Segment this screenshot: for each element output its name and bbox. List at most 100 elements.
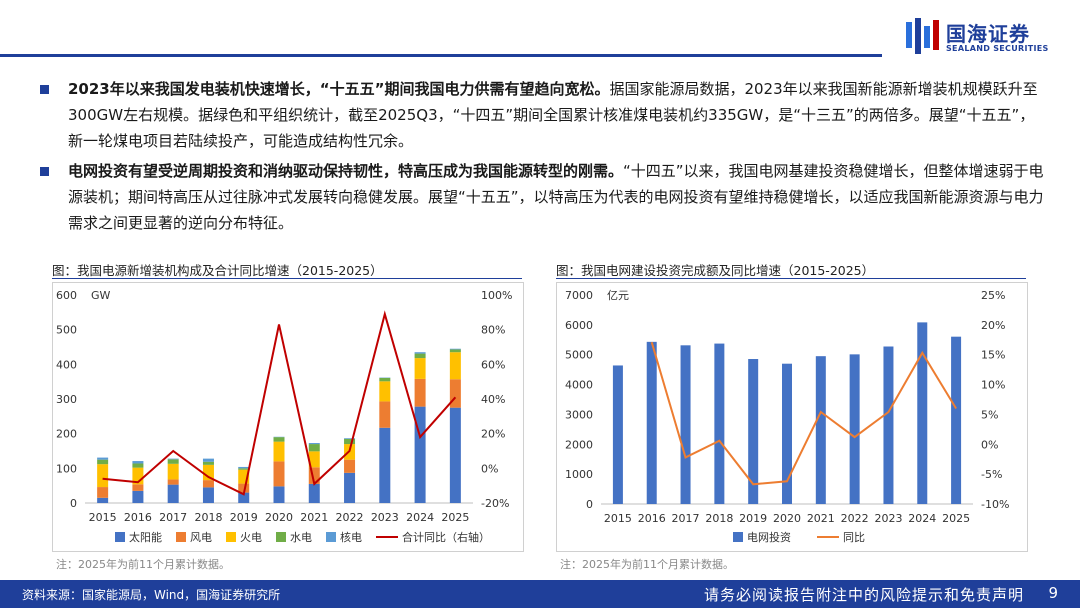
right-chart-frame: 0 1000 2000 3000 4000 5000 6000 7000 -10% -5% 0% 5%… bbox=[556, 282, 1028, 552]
bar-太阳能 bbox=[238, 492, 250, 503]
bar-电网投资 bbox=[680, 345, 691, 504]
header-rule bbox=[0, 54, 882, 57]
bar-电网投资 bbox=[748, 359, 759, 504]
y2-tick-label: -5% bbox=[981, 468, 1002, 481]
x-tick-label: 2023 bbox=[371, 511, 399, 524]
bar-核电 bbox=[238, 466, 250, 469]
y2-tick-label: 20% bbox=[481, 428, 505, 441]
bar-火电 bbox=[273, 441, 285, 462]
y-tick-label: 1000 bbox=[565, 468, 593, 481]
bar-太阳能 bbox=[414, 406, 426, 503]
legend-label: 火电 bbox=[240, 531, 262, 544]
bar-水电 bbox=[308, 444, 320, 452]
bar-水电 bbox=[238, 468, 250, 470]
left-chart-frame: 0 100 200 300 400 500 600 -20% 0% 20% 40% 60% 80% 100… bbox=[52, 282, 524, 552]
legend-swatch-太阳能 bbox=[115, 532, 125, 542]
x-tick-label: 2015 bbox=[89, 511, 117, 524]
bar-风电 bbox=[308, 467, 320, 484]
bar-核电 bbox=[97, 457, 109, 460]
y2-tick-label: 40% bbox=[481, 393, 505, 406]
bullet-2-text: “十四五”以来，我国电网基建投资稳健增长，但整体增速弱于电源装机；期间特高压从过… bbox=[68, 162, 1044, 232]
x-tick-label: 2015 bbox=[604, 512, 632, 525]
brand-name-en: SEALAND SECURITIES bbox=[946, 44, 1049, 53]
bar-核电 bbox=[167, 458, 179, 460]
bar-风电 bbox=[379, 401, 391, 428]
bar-电网投资 bbox=[782, 363, 792, 504]
y-tick-label: 6000 bbox=[565, 319, 593, 332]
bullet-square-icon bbox=[40, 167, 49, 176]
bar-水电 bbox=[167, 459, 179, 464]
x-tick-label: 2018 bbox=[194, 511, 222, 524]
bar-太阳能 bbox=[132, 490, 144, 503]
bar-水电 bbox=[414, 353, 426, 359]
y2-tick-label: -10% bbox=[981, 498, 1009, 511]
bar-太阳能 bbox=[449, 407, 461, 503]
bar-核电 bbox=[344, 438, 356, 439]
y2-tick-label: 25% bbox=[981, 289, 1005, 302]
y-tick-label: 400 bbox=[56, 358, 77, 371]
bar-电网投资 bbox=[646, 341, 657, 504]
bar-水电 bbox=[132, 463, 144, 468]
right-title-rule bbox=[556, 278, 1026, 279]
bar-水电 bbox=[379, 377, 391, 382]
x-tick-label: 2016 bbox=[638, 512, 666, 525]
footer-bar: 资料来源：国家能源局，Wind，国海证券研究所 请务必阅读报告附注中的风险提示和… bbox=[0, 580, 1080, 608]
x-tick-label: 2023 bbox=[874, 512, 902, 525]
bar-电网投资 bbox=[917, 322, 928, 504]
x-tick-label: 2020 bbox=[773, 512, 801, 525]
y2-tick-label: 10% bbox=[981, 379, 1005, 392]
logo-mark-icon bbox=[906, 18, 939, 54]
x-tick-label: 2024 bbox=[908, 512, 936, 525]
y-tick-label: 100 bbox=[56, 462, 77, 475]
right-chart-title: 图：我国电网建设投资完成额及同比增速（2015-2025） bbox=[556, 263, 875, 278]
y2-tick-label: 60% bbox=[481, 358, 505, 371]
source-note: 资料来源：国家能源局，Wind，国海证券研究所 bbox=[22, 588, 281, 602]
y-tick-label: 3000 bbox=[565, 408, 593, 421]
bar-水电 bbox=[202, 461, 214, 465]
bullet-square-icon bbox=[40, 85, 49, 94]
bar-水电 bbox=[344, 438, 356, 445]
bullet-2: 电网投资有望受逆周期投资和消纳驱动保持韧性，特高压成为我国能源转型的刚需。“十四… bbox=[34, 158, 1046, 236]
y-axis-unit: 亿元 bbox=[607, 289, 629, 302]
bar-核电 bbox=[202, 458, 214, 462]
bar-太阳能 bbox=[308, 483, 320, 503]
bar-电网投资 bbox=[714, 343, 725, 504]
x-tick-label: 2022 bbox=[336, 511, 364, 524]
bar-火电 bbox=[238, 469, 250, 484]
x-tick-label: 2022 bbox=[841, 512, 869, 525]
legend-swatch-火电 bbox=[226, 532, 236, 542]
legend-label: 水电 bbox=[290, 531, 312, 544]
bar-火电 bbox=[167, 463, 179, 480]
y2-tick-label: 20% bbox=[981, 319, 1005, 332]
line-同比 bbox=[650, 341, 957, 486]
bar-风电 bbox=[449, 379, 461, 408]
bar-太阳能 bbox=[97, 497, 109, 503]
bar-风电 bbox=[132, 484, 144, 491]
bar-风电 bbox=[202, 480, 214, 488]
bar-核电 bbox=[308, 443, 320, 445]
bar-太阳能 bbox=[167, 484, 179, 503]
legend-swatch-电网投资 bbox=[733, 532, 743, 542]
x-tick-label: 2025 bbox=[942, 512, 970, 525]
bar-电网投资 bbox=[951, 336, 962, 504]
bar-风电 bbox=[273, 461, 285, 487]
bar-风电 bbox=[238, 483, 250, 493]
legend-label: 太阳能 bbox=[129, 530, 162, 544]
y-tick-label: 4000 bbox=[565, 379, 593, 392]
y-tick-label: 200 bbox=[56, 428, 77, 441]
x-tick-label: 2016 bbox=[124, 511, 152, 524]
bar-风电 bbox=[97, 487, 109, 498]
legend-swatch-风电 bbox=[176, 532, 186, 542]
y2-tick-label: 100% bbox=[481, 289, 512, 302]
legend-swatch-核电 bbox=[326, 532, 336, 542]
sealand-logo: 国海证券 SEALAND SECURITIES bbox=[906, 14, 1056, 60]
x-tick-label: 2018 bbox=[705, 512, 733, 525]
bullet-list: 2023年以来我国发电装机快速增长，“十五五”期间我国电力供需有望趋向宽松。据国… bbox=[34, 76, 1046, 240]
bar-水电 bbox=[273, 437, 285, 442]
x-tick-label: 2017 bbox=[672, 512, 700, 525]
bar-风电 bbox=[414, 378, 426, 407]
bar-太阳能 bbox=[379, 427, 391, 503]
x-tick-label: 2017 bbox=[159, 511, 187, 524]
bar-电网投资 bbox=[815, 356, 826, 504]
bar-火电 bbox=[202, 464, 214, 481]
